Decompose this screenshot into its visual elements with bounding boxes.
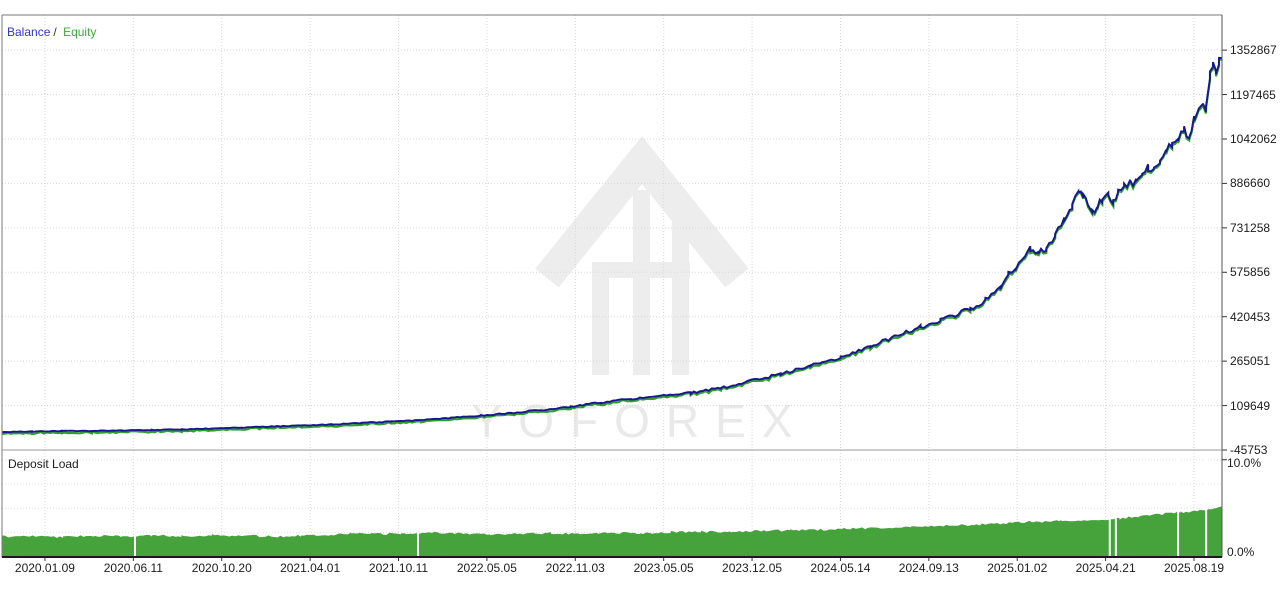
legend-equity-label: Equity [63,25,97,39]
x-axis-label: 2025.01.02 [987,561,1048,575]
y-axis-label: -45753 [1230,443,1268,457]
x-axis-label: 2024.09.13 [898,561,959,575]
x-axis-label: 2021.10.11 [368,561,429,575]
watermark-logo [535,136,749,375]
y-axis-label: 1197465 [1230,87,1276,102]
x-axis-label: 2020.06.11 [103,561,163,575]
y-axis-label: 575856 [1230,265,1271,280]
x-axis-label: 2024.05.14 [810,561,871,575]
y-axis-label: 109649 [1230,398,1271,413]
x-axis-label: 2025.08.19 [1163,561,1225,575]
legend-separator: / [53,25,57,39]
y-axis-label: 1042062 [1230,131,1277,146]
x-axis-label: 2025.04.21 [1075,561,1136,575]
y-axis-label: 886660 [1230,176,1271,191]
deposit-load-min-label: 0.0% [1227,545,1255,559]
watermark-text: YOFOREX [472,395,809,447]
x-axis-label: 2023.12.05 [722,561,783,575]
x-axis-label: 2020.10.20 [191,561,252,575]
x-axis-label: 2021.04.01 [280,561,341,575]
x-axis-label: 2020.01.09 [14,561,75,575]
x-axis-label: 2022.05.05 [456,561,517,575]
legend-balance-label: Balance [7,25,51,39]
y-axis-label: 420453 [1230,309,1271,324]
deposit-load-max-label: 10.0% [1227,456,1262,470]
chart-legend: Balance / Equity [7,25,99,39]
y-axis-label: 731258 [1230,220,1271,235]
y-axis-label: 265051 [1230,354,1271,369]
deposit-load-title: Deposit Load [8,457,79,471]
x-axis-label: 2023.05.05 [633,561,694,575]
y-axis-label: 1352867 [1230,43,1277,58]
x-axis-label: 2022.11.03 [545,561,605,575]
